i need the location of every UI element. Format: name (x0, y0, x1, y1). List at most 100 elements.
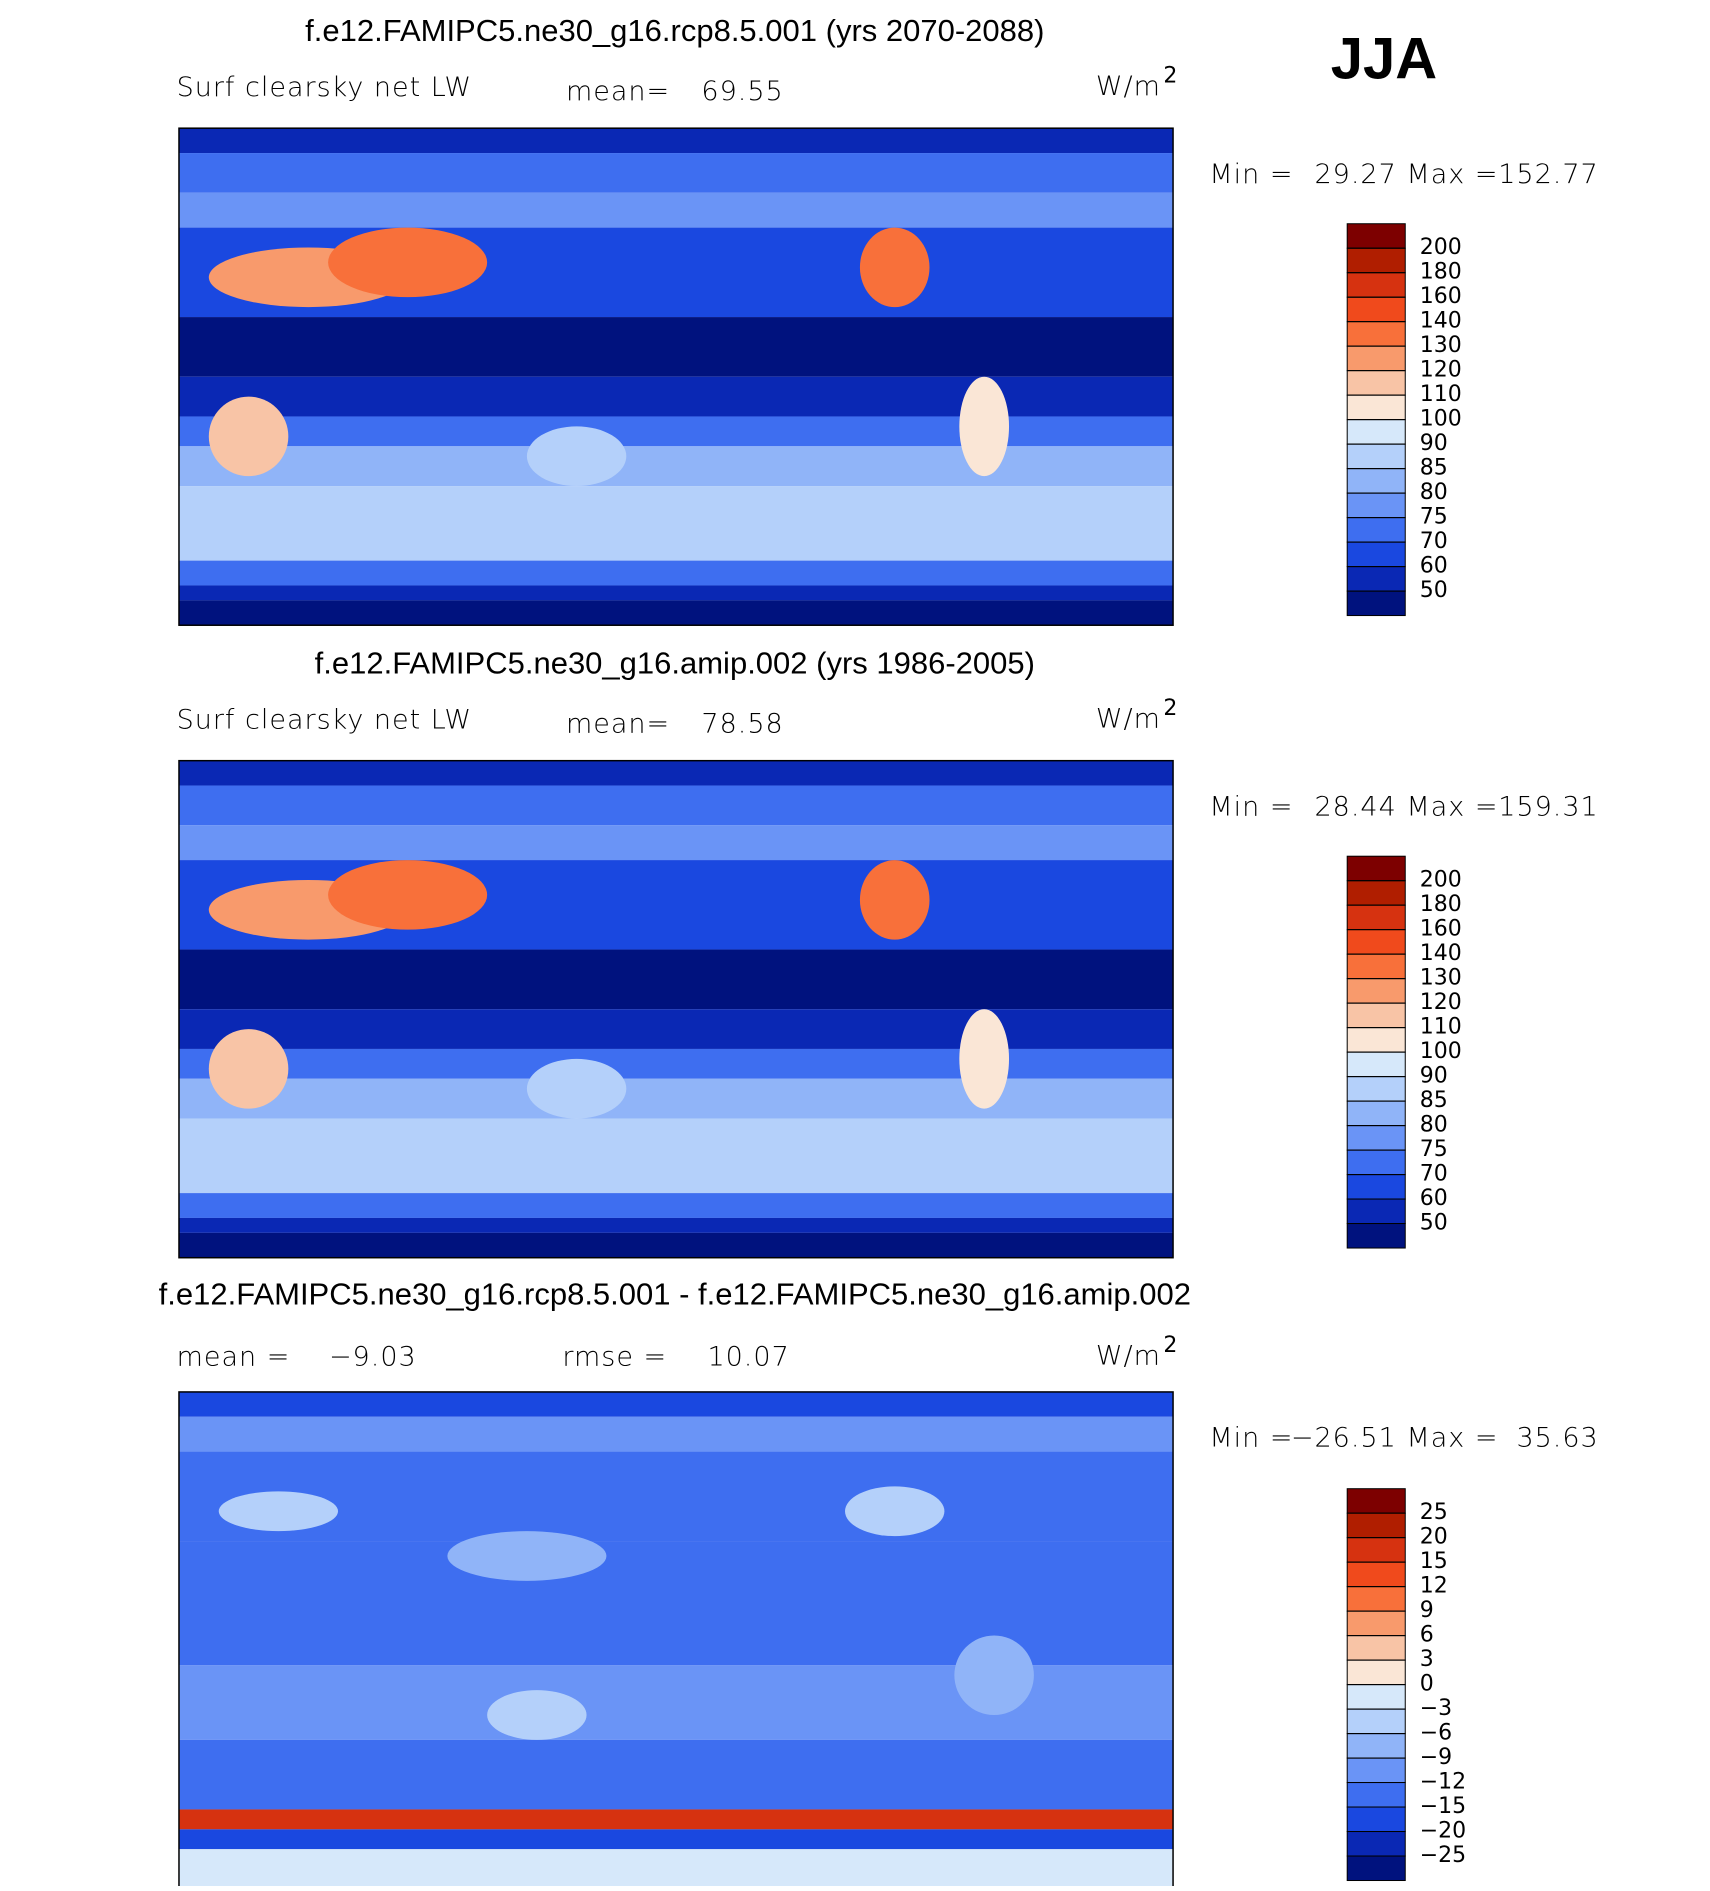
colorbar-label: −9 (1420, 1745, 1452, 1770)
colorbar-swatch (1346, 1684, 1406, 1710)
colorbar-swatch (1346, 1757, 1406, 1784)
map-field (178, 1193, 1174, 1218)
colorbar-label: 20 (1420, 1525, 1448, 1550)
colorbar-label: 120 (1420, 358, 1462, 383)
map-field (178, 486, 1174, 561)
map-field (178, 585, 1174, 601)
variable-name: Surf clearsky net LW (177, 72, 473, 103)
colorbar-swatch (1346, 223, 1406, 249)
colorbar-swatch (1346, 1537, 1406, 1563)
map-field (178, 128, 1174, 154)
units: W/m (1096, 1341, 1161, 1372)
colorbar-swatch (1346, 1561, 1406, 1588)
colorbar-label: 110 (1420, 1015, 1462, 1040)
colorbar-label: −6 (1420, 1721, 1452, 1746)
map-field (178, 600, 1174, 626)
colorbar-label: 80 (1420, 1113, 1448, 1138)
colorbar-label: 3 (1420, 1647, 1434, 1672)
colorbar-swatch (1346, 517, 1406, 543)
colorbar-swatch (1346, 1831, 1406, 1857)
colorbar-label: 75 (1420, 505, 1448, 530)
colorbar-label: 50 (1420, 1211, 1448, 1236)
colorbar-swatch (1346, 566, 1406, 592)
map-field (208, 1029, 289, 1109)
min-label: Min = (1209, 159, 1293, 190)
map-field (178, 1078, 1174, 1119)
colorbar-swatch (1346, 978, 1406, 1004)
colorbar-swatch (1346, 1488, 1406, 1514)
colorbar-swatch (1346, 1659, 1406, 1686)
units: W/m (1096, 703, 1161, 734)
colorbar-swatch (1346, 1198, 1406, 1225)
min-label: Min = (1209, 1423, 1293, 1454)
units-power: 2 (1163, 63, 1177, 88)
colorbar-swatch (1346, 1855, 1406, 1882)
colorbar-swatch (1346, 1782, 1406, 1808)
colorbar-label: 100 (1420, 407, 1462, 432)
colorbar-swatch (1346, 296, 1406, 323)
colorbar-label: 140 (1420, 941, 1462, 966)
mean-label: mean= (566, 76, 670, 107)
colorbar-label: 100 (1420, 1039, 1462, 1064)
map (178, 759, 1174, 1259)
map-field (959, 1009, 1010, 1109)
map-field (178, 1217, 1174, 1233)
map-field (178, 192, 1174, 228)
colorbar-swatch (1346, 272, 1406, 298)
min-label: Min = (1209, 791, 1293, 822)
colorbar-label: −15 (1420, 1794, 1466, 1819)
colorbar-swatch (1346, 1586, 1406, 1612)
units-power: 2 (1163, 1333, 1177, 1358)
map-frame (178, 759, 1174, 1259)
panel-title: f.e12.FAMIPC5.ne30_g16.amip.002 (yrs 198… (315, 645, 1035, 680)
colorbar-label: 15 (1420, 1549, 1448, 1574)
colorbar-swatch (1346, 1806, 1406, 1833)
colorbar-swatch (1346, 1051, 1406, 1078)
max-value: 152.77 (1498, 159, 1598, 190)
colorbar-swatch (1346, 929, 1406, 955)
mean-label: mean= (566, 708, 670, 739)
min-value: −26.51 (1291, 1423, 1397, 1454)
map-field (178, 1849, 1174, 1889)
colorbar-swatch (1346, 1512, 1406, 1539)
panel-title: f.e12.FAMIPC5.ne30_g16.rcp8.5.001 (yrs 2… (305, 13, 1044, 48)
map-field (178, 560, 1174, 586)
colorbar-label: 50 (1420, 578, 1448, 603)
variable-name: Surf clearsky net LW (177, 704, 473, 735)
map-field (178, 760, 1174, 786)
map-field (178, 446, 1174, 487)
map-field (178, 1232, 1174, 1258)
colorbar-label: 160 (1420, 284, 1462, 309)
colorbar-swatch (1346, 468, 1406, 494)
map-field (178, 1739, 1174, 1810)
max-label: Max = (1406, 791, 1498, 822)
map-field (954, 1635, 1034, 1716)
mean-value: 69.55 (701, 76, 783, 107)
colorbar-label: −12 (1420, 1770, 1466, 1795)
colorbar-label: 12 (1420, 1574, 1448, 1599)
colorbar-swatch (1346, 1174, 1406, 1200)
map-field (328, 227, 488, 298)
colorbar-label: 60 (1420, 554, 1448, 579)
colorbar-swatch (1346, 855, 1406, 882)
map-field (178, 1118, 1174, 1194)
map-field (178, 1048, 1174, 1079)
colorbar-swatch (1346, 321, 1406, 347)
colorbar-label: 140 (1420, 309, 1462, 334)
map-field (859, 227, 930, 308)
map-field (328, 860, 488, 930)
map-field (178, 1451, 1174, 1542)
colorbar-swatch (1346, 492, 1406, 519)
map-field (845, 1486, 945, 1537)
colorbar-swatch (1346, 904, 1406, 931)
map (178, 1391, 1174, 1890)
season-label: JJA (1331, 26, 1437, 91)
colorbar-label: 180 (1420, 892, 1462, 917)
colorbar-swatch (1346, 1708, 1406, 1735)
max-label: Max = (1406, 1423, 1498, 1454)
map-field (487, 1690, 587, 1740)
max-value: 35.63 (1516, 1423, 1598, 1454)
colorbar-label: 80 (1420, 480, 1448, 505)
colorbar-label: 75 (1420, 1137, 1448, 1162)
colorbar-label: 200 (1420, 235, 1462, 260)
